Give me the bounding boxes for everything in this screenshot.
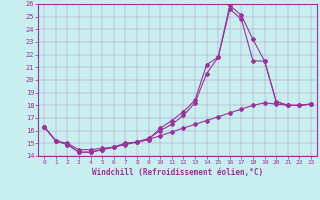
X-axis label: Windchill (Refroidissement éolien,°C): Windchill (Refroidissement éolien,°C) bbox=[92, 168, 263, 177]
